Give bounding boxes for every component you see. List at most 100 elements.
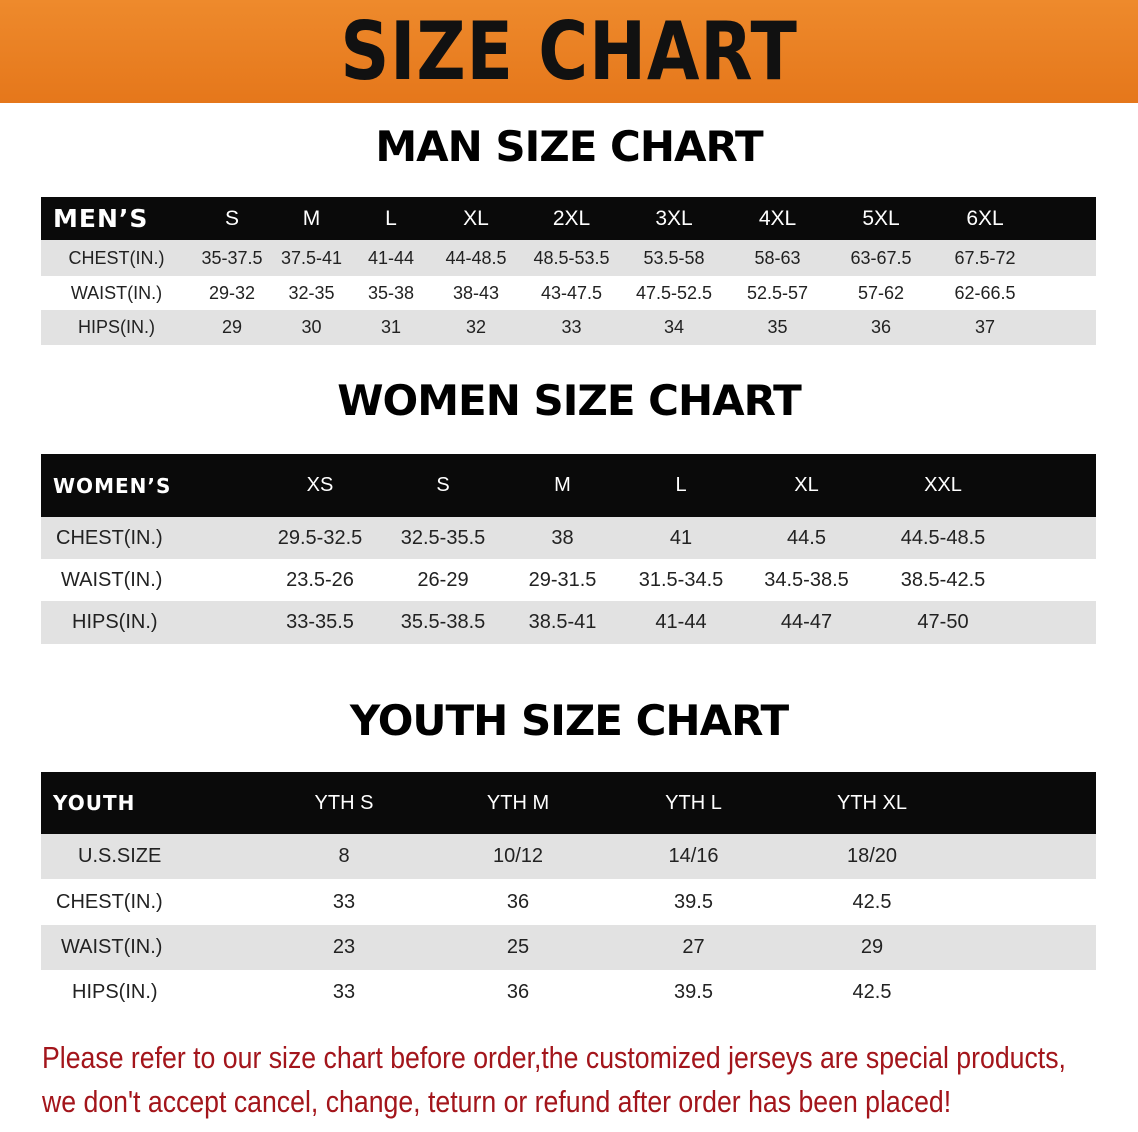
row-label: CHEST(IN.) (56, 890, 163, 913)
measurement-cell: 38-43 (431, 276, 521, 310)
row-label: U.S.SIZE (78, 845, 162, 867)
measurement-cell: 29 (192, 310, 272, 345)
size-header-m: M (272, 197, 351, 240)
size-header-xs: XS (258, 454, 382, 517)
row-label: WAIST(IN.) (70, 282, 163, 303)
filler-cell (962, 834, 1096, 879)
filler-cell (1014, 601, 1096, 644)
men-table-row: HIPS(IN.) 29 30 31 32 33 34 35 36 37 (41, 310, 1096, 345)
row-label: CHEST(IN.) (68, 247, 165, 268)
measurement-cell: 34 (622, 310, 726, 345)
measurement-cell: 23.5-26 (258, 559, 382, 601)
measurement-cell: 52.5-57 (726, 276, 829, 310)
women-table-row: WAIST(IN.) 23.5-26 26-29 29-31.5 31.5-34.5 34… (41, 559, 1096, 601)
measurement-cell: 33 (257, 970, 431, 1015)
measurement-cell: 48.5-53.5 (521, 240, 622, 276)
row-label: CHEST(IN.) (56, 526, 163, 549)
youth-table-row: CHEST(IN.) 33 36 39.5 42.5 (41, 879, 1096, 925)
measurement-cell: 53.5-58 (622, 240, 726, 276)
measurement-cell: 57-62 (829, 276, 933, 310)
measurement-cell: 58-63 (726, 240, 829, 276)
measurement-cell: 31 (351, 310, 431, 345)
size-header-xl: XL (741, 454, 872, 517)
measurement-cell: 30 (272, 310, 351, 345)
order-notice: Please refer to our size chart before or… (42, 1036, 1066, 1124)
measurement-cell: 33-35.5 (258, 601, 382, 644)
header-filler-cell (1037, 197, 1096, 240)
size-header-xxl: XXL (872, 454, 1014, 517)
filler-cell (1037, 310, 1096, 345)
size-header-2xl: 2XL (521, 197, 622, 240)
row-label: HIPS(IN.) (72, 611, 158, 633)
row-label-cell: U.S.SIZE (41, 834, 257, 879)
measurement-cell: 36 (829, 310, 933, 345)
row-label-cell: HIPS(IN.) (41, 310, 192, 345)
men-table-row: CHEST(IN.) 35-37.5 37.5-41 41-44 44-48.5 48.5… (41, 240, 1096, 276)
row-label-cell: HIPS(IN.) (41, 601, 258, 644)
measurement-cell: 43-47.5 (521, 276, 622, 310)
measurement-cell: 38 (504, 517, 621, 559)
size-header-m: M (504, 454, 621, 517)
row-label-cell: CHEST(IN.) (41, 517, 258, 559)
filler-cell (1037, 276, 1096, 310)
measurement-cell: 39.5 (605, 970, 782, 1015)
measurement-cell: 29-31.5 (504, 559, 621, 601)
measurement-cell: 36 (431, 879, 605, 925)
measurement-cell: 25 (431, 925, 605, 970)
row-label-cell: WAIST(IN.) (41, 276, 192, 310)
measurement-cell: 18/20 (782, 834, 962, 879)
measurement-cell: 37.5-41 (272, 240, 351, 276)
measurement-cell: 42.5 (782, 970, 962, 1015)
youth-size-table: YOUTH YTH S YTH M YTH L YTH XL U.S.SIZE 8 10/12… (41, 772, 1096, 1015)
size-header-yth-m: YTH M (431, 772, 605, 834)
measurement-cell: 44-48.5 (431, 240, 521, 276)
measurement-cell: 36 (431, 970, 605, 1015)
filler-cell (962, 879, 1096, 925)
youth-header-label: YOUTH (41, 772, 257, 834)
header-filler-cell (1014, 454, 1096, 517)
measurement-cell: 38.5-41 (504, 601, 621, 644)
measurement-cell: 47-50 (872, 601, 1014, 644)
filler-cell (1037, 240, 1096, 276)
measurement-cell: 29 (782, 925, 962, 970)
measurement-cell: 35 (726, 310, 829, 345)
size-header-l: L (351, 197, 431, 240)
youth-table-row: U.S.SIZE 8 10/12 14/16 18/20 (41, 834, 1096, 879)
filler-cell (962, 925, 1096, 970)
size-header-5xl: 5XL (829, 197, 933, 240)
youth-header-row: YOUTH YTH S YTH M YTH L YTH XL (41, 772, 1096, 834)
women-header-label: WOMEN’S (41, 454, 258, 517)
measurement-cell: 29-32 (192, 276, 272, 310)
filler-cell (962, 970, 1096, 1015)
measurement-cell: 41-44 (351, 240, 431, 276)
youth-section-title: YOUTH SIZE CHART (349, 696, 789, 745)
measurement-cell: 42.5 (782, 879, 962, 925)
size-header-xl: XL (431, 197, 521, 240)
youth-table-row: WAIST(IN.) 23 25 27 29 (41, 925, 1096, 970)
size-header-s: S (382, 454, 504, 517)
men-table-row: WAIST(IN.) 29-32 32-35 35-38 38-43 43-47.5 47.… (41, 276, 1096, 310)
measurement-cell: 44.5-48.5 (872, 517, 1014, 559)
measurement-cell: 37 (933, 310, 1037, 345)
measurement-cell: 41 (621, 517, 741, 559)
measurement-cell: 62-66.5 (933, 276, 1037, 310)
men-section-title: MAN SIZE CHART (375, 122, 763, 171)
measurement-cell: 29.5-32.5 (258, 517, 382, 559)
youth-table-row: HIPS(IN.) 33 36 39.5 42.5 (41, 970, 1096, 1015)
measurement-cell: 44-47 (741, 601, 872, 644)
measurement-cell: 8 (257, 834, 431, 879)
measurement-cell: 34.5-38.5 (741, 559, 872, 601)
measurement-cell: 14/16 (605, 834, 782, 879)
row-label-cell: WAIST(IN.) (41, 925, 257, 970)
measurement-cell: 63-67.5 (829, 240, 933, 276)
measurement-cell: 47.5-52.5 (622, 276, 726, 310)
men-header-row: MEN’S S M L XL 2XL 3XL 4XL 5XL 6XL (41, 197, 1096, 240)
filler-cell (1014, 517, 1096, 559)
measurement-cell: 35-38 (351, 276, 431, 310)
size-header-yth-s: YTH S (257, 772, 431, 834)
measurement-cell: 23 (257, 925, 431, 970)
men-header-label: MEN’S (41, 197, 192, 240)
page-title: SIZE CHART (340, 5, 798, 98)
women-header-row: WOMEN’S XS S M L XL XXL (41, 454, 1096, 517)
women-table-row: CHEST(IN.) 29.5-32.5 32.5-35.5 38 41 44.5 44.5… (41, 517, 1096, 559)
